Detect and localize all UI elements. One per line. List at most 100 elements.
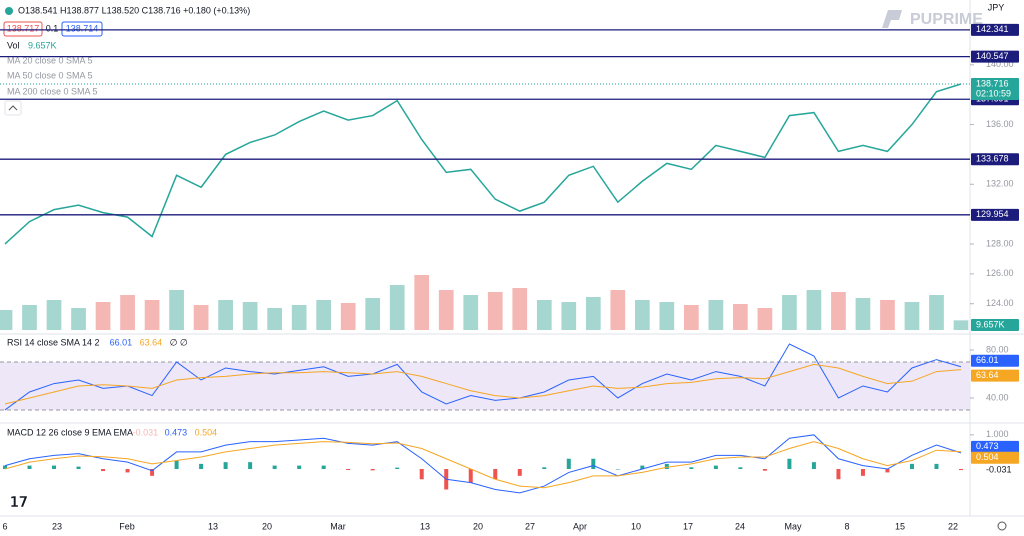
legend-extra: ∅ ∅ xyxy=(170,337,188,347)
pane-title: MACD 12 26 close 9 EMA EMA xyxy=(7,427,133,437)
histogram-bar xyxy=(52,465,57,469)
histogram-bar xyxy=(3,465,7,469)
ma-label: MA 200 close 0 SMA 5 xyxy=(7,86,98,96)
x-tick-label: 13 xyxy=(420,521,430,531)
axis-tag xyxy=(971,77,1019,100)
volume-bar xyxy=(438,290,454,330)
ask-box[interactable] xyxy=(61,21,103,37)
volume-bar xyxy=(831,292,846,330)
histogram-bar xyxy=(76,466,81,469)
histogram-bar xyxy=(517,469,522,476)
volume-bar xyxy=(218,300,233,330)
volume-bar xyxy=(71,308,86,330)
histogram-bar xyxy=(395,467,400,469)
histogram-bar xyxy=(909,463,914,469)
histogram-bar xyxy=(689,467,694,469)
volume-bar xyxy=(22,305,37,330)
bid-box[interactable] xyxy=(3,21,43,37)
y-tick-label: 132.00 xyxy=(986,179,1014,189)
countdown: 02:10:59 xyxy=(976,88,1011,98)
histogram-bar xyxy=(591,458,596,469)
y-tick-label: 128.00 xyxy=(986,238,1014,248)
axis-tag-label: 0.504 xyxy=(976,452,999,462)
axis-tag xyxy=(971,208,1019,221)
legend-value: 0.473 xyxy=(165,427,188,437)
axis-tag-label: 66.01 xyxy=(976,355,999,365)
tv-logo: 𝟣𝟩 xyxy=(10,494,28,510)
legend-value: 63.64 xyxy=(140,337,163,347)
legend-value: -0.031 xyxy=(133,427,159,437)
axis-tag xyxy=(971,50,1019,63)
histogram-bar xyxy=(321,465,326,469)
volume-bar xyxy=(193,305,209,330)
axis-tag-label: 138.716 xyxy=(976,78,1009,88)
line xyxy=(4,434,962,494)
volume-bar xyxy=(414,275,430,330)
volume-bar xyxy=(904,302,920,330)
histogram-bar xyxy=(860,469,865,476)
bid[interactable]: 138.717 xyxy=(7,23,40,33)
histogram-bar xyxy=(787,458,792,469)
y-tick-label: 140.00 xyxy=(986,59,1014,69)
volume-bar xyxy=(684,305,699,330)
histogram-bar xyxy=(664,463,669,469)
ask[interactable]: 138.714 xyxy=(66,23,99,33)
volume-bar xyxy=(389,285,405,330)
histogram-bar xyxy=(959,469,963,471)
axis-tag xyxy=(971,451,1019,464)
ohlc: O138.541 H138.877 L138.520 C138.716 +0.1… xyxy=(18,5,250,15)
line xyxy=(4,83,962,245)
legend-value: 66.01 xyxy=(110,337,133,347)
collapse-button[interactable] xyxy=(4,100,22,116)
histogram-bar xyxy=(566,458,571,469)
x-tick-label: Feb xyxy=(119,521,135,531)
axis-tag xyxy=(971,369,1019,382)
histogram-bar xyxy=(542,467,547,469)
legend-value: 0.504 xyxy=(195,427,218,437)
y-tick-label: 40.00 xyxy=(986,392,1009,402)
volume-bar xyxy=(855,298,871,330)
histogram-bar xyxy=(738,467,743,469)
axis-tag xyxy=(971,153,1019,166)
histogram-bar xyxy=(934,463,939,469)
y-tick-label: 126.00 xyxy=(986,268,1014,278)
spread: 0.1 xyxy=(46,23,59,33)
currency: JPY xyxy=(988,2,1005,12)
axis-tag-label: 9.657K xyxy=(976,319,1005,329)
histogram-bar xyxy=(370,469,375,471)
collapse-icon xyxy=(8,105,18,111)
vol-value: 9.657K xyxy=(28,40,57,50)
histogram-bar xyxy=(419,469,424,480)
volume-bar xyxy=(585,297,601,330)
volume-bar xyxy=(242,302,258,330)
volume-bar xyxy=(536,300,552,330)
volume-bar xyxy=(610,290,626,330)
x-tick-label: Mar xyxy=(330,521,346,531)
histogram-bar xyxy=(762,469,767,471)
x-tick-label: 20 xyxy=(262,521,272,531)
line xyxy=(4,363,962,405)
volume-bar xyxy=(0,310,13,330)
volume-bar xyxy=(487,292,503,330)
x-tick-label: 15 xyxy=(895,521,905,531)
y-tick-label: 1.000 xyxy=(986,429,1009,439)
x-tick-label: 8 xyxy=(844,521,849,531)
histogram-bar xyxy=(493,469,498,480)
vol-label: Vol xyxy=(7,40,20,50)
histogram-bar xyxy=(27,465,32,469)
x-tick-label: Apr xyxy=(573,521,587,531)
axis-tag xyxy=(971,440,1019,453)
rsi-band xyxy=(0,361,970,410)
volume-bar xyxy=(782,295,797,330)
histogram-bar xyxy=(248,462,253,469)
axis-tag xyxy=(971,319,1019,331)
settings-icon[interactable] xyxy=(997,521,1007,531)
histogram-bar xyxy=(640,465,645,469)
x-tick-label: 13 xyxy=(208,521,218,531)
axis-tag xyxy=(971,23,1019,36)
volume-bar xyxy=(708,300,724,330)
axis-value: -0.031 xyxy=(986,464,1012,474)
brand-logo xyxy=(882,10,902,28)
volume-bar xyxy=(144,300,160,330)
